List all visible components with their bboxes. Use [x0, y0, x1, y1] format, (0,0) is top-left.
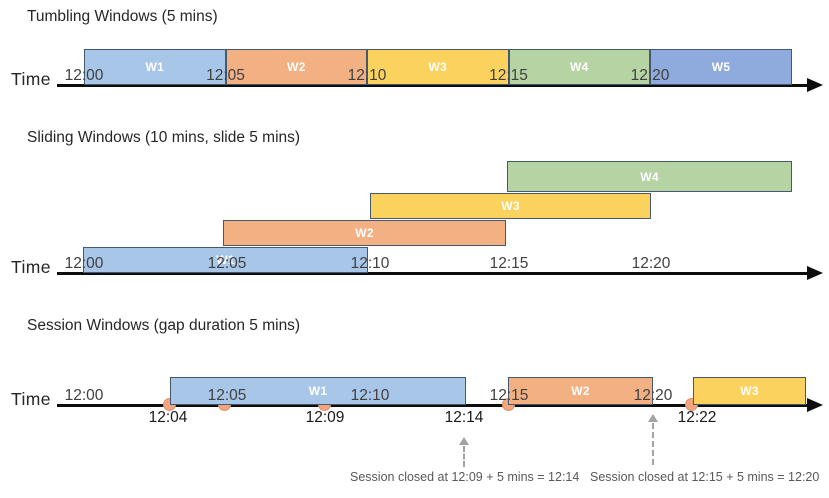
- session-window-w1-label: W1: [308, 384, 328, 398]
- tumbling-axis-arrow-icon: [807, 78, 823, 92]
- sliding-window-w4-label: W4: [640, 169, 659, 184]
- sliding-window-w1: W1: [83, 247, 368, 273]
- session-axis-arrow-icon: [807, 398, 823, 412]
- session-window-w3: W3: [693, 377, 806, 405]
- session-window-w2: W2: [508, 377, 653, 405]
- session-tick-12-15: 12:15: [489, 387, 529, 404]
- sliding-tick-12-05: 12:05: [207, 255, 247, 272]
- tumbling-tick-12-00: 12:00: [64, 67, 104, 84]
- session-time-axis: [57, 404, 809, 407]
- session-tick-12-20: 12:20: [633, 387, 673, 404]
- tumbling-window-w2: W2: [225, 49, 367, 85]
- sliding-time-axis: [57, 272, 809, 275]
- tumbling-window-w4: W4: [508, 49, 650, 85]
- sliding-tick-12-15: 12:15: [489, 255, 529, 272]
- session-tick-12-00: 12:00: [64, 387, 104, 404]
- annotation-arrow-line-1: [463, 446, 465, 467]
- sliding-tick-12-00: 12:00: [64, 255, 104, 272]
- annotation-arrow-up-icon-2: [648, 414, 658, 422]
- tumbling-window-w1-label: W1: [145, 60, 165, 74]
- sliding-window-w1-label: W1: [216, 253, 235, 267]
- sliding-tick-12-20: 12:20: [631, 255, 671, 272]
- session-window-w3-label: W3: [740, 384, 759, 398]
- tumbling-tick-12-05: 12:05: [206, 67, 245, 84]
- session-tick-12-05: 12:05: [207, 387, 247, 404]
- tumbling-tick-12-20: 12:20: [630, 67, 670, 84]
- tumbling-window-w1: W1: [84, 49, 226, 85]
- session-window-w2-label: W2: [571, 384, 590, 398]
- tumbling-window-w4-label: W4: [569, 60, 589, 74]
- tumbling-tick-12-10: 12:10: [347, 67, 387, 84]
- sliding-window-w3-label: W3: [501, 199, 520, 213]
- event-time-12-22: 12:22: [677, 409, 717, 426]
- session-closed-annotation-2: Session closed at 12:15 + 5 mins = 12:20: [590, 470, 820, 484]
- tumbling-window-w5-label: W5: [711, 60, 731, 74]
- event-time-12-14: 12:14: [444, 409, 484, 426]
- tumbling-time-axis-label: Time: [11, 69, 51, 89]
- event-time-12-09: 12:09: [305, 409, 345, 426]
- tumbling-time-axis: [57, 84, 809, 87]
- session-closed-annotation-1: Session closed at 12:09 + 5 mins = 12:14: [350, 470, 580, 484]
- sliding-window-w4: W4: [507, 161, 792, 192]
- sliding-section-title: Sliding Windows (10 mins, slide 5 mins): [27, 129, 301, 146]
- sliding-axis-arrow-icon: [807, 266, 823, 280]
- annotation-arrow-up-icon-1: [459, 437, 469, 445]
- session-time-axis-label: Time: [11, 389, 51, 409]
- event-time-12-04: 12:04: [148, 409, 188, 426]
- sliding-window-w3: W3: [370, 193, 651, 219]
- tumbling-section-title: Tumbling Windows (5 mins): [27, 8, 218, 25]
- tumbling-window-w5: W5: [650, 49, 792, 85]
- tumbling-tick-12-15: 12:15: [489, 67, 528, 84]
- sliding-window-w2-label: W2: [355, 226, 374, 240]
- annotation-arrow-line-2: [652, 423, 654, 465]
- tumbling-window-w3: W3: [367, 49, 509, 85]
- sliding-time-axis-label: Time: [11, 257, 51, 277]
- tumbling-window-w2-label: W2: [286, 60, 306, 74]
- tumbling-window-w3-label: W3: [428, 60, 448, 74]
- session-tick-12-10: 12:10: [350, 387, 390, 404]
- session-window-w1: W1: [170, 377, 466, 405]
- sliding-tick-12-10: 12:10: [350, 255, 390, 272]
- session-section-title: Session Windows (gap duration 5 mins): [27, 317, 301, 334]
- sliding-window-w2: W2: [223, 220, 506, 246]
